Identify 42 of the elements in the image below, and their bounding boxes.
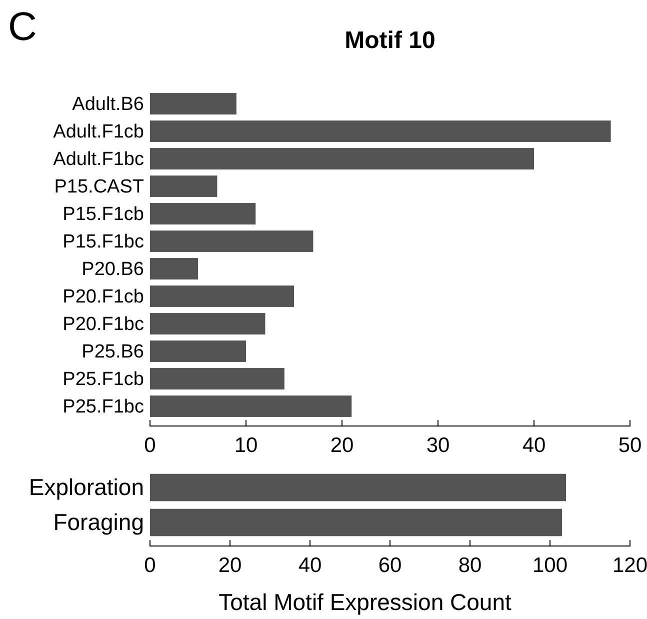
x-tick-label: 10 <box>234 434 258 458</box>
x-axis-title: Total Motif Expression Count <box>218 589 512 615</box>
x-tick-label: 20 <box>218 554 242 578</box>
y-tick-label: P20.F1bc <box>62 314 144 335</box>
bar <box>150 120 611 142</box>
bar <box>150 203 256 224</box>
y-tick-label: P25.F1bc <box>62 396 144 418</box>
x-tick-label: 40 <box>298 554 322 578</box>
x-tick-label: 100 <box>532 554 568 578</box>
y-tick-label: Adult.B6 <box>72 94 144 115</box>
y-tick-label: Foraging <box>53 508 144 535</box>
y-tick-label: Adult.F1cb <box>53 121 144 142</box>
x-tick-label: 20 <box>330 434 354 458</box>
x-tick-label: 0 <box>144 434 156 458</box>
y-tick-label: P15.F1bc <box>62 231 144 252</box>
bar <box>150 313 266 334</box>
y-tick-label: Adult.F1bc <box>53 148 144 170</box>
x-tick-label: 120 <box>612 554 647 578</box>
x-tick-label: 60 <box>378 554 402 578</box>
x-tick-label: 80 <box>458 554 482 578</box>
y-tick-label: P15.CAST <box>54 176 144 198</box>
y-tick-label: Exploration <box>28 474 144 500</box>
bar <box>150 148 534 170</box>
y-tick-label: P20.F1cb <box>62 286 144 308</box>
x-tick-label: 30 <box>426 434 450 458</box>
chart-title: Motif 10 <box>344 27 436 54</box>
bar <box>150 258 198 280</box>
bar <box>150 93 236 114</box>
y-tick-label: P15.F1cb <box>62 204 144 225</box>
bar <box>150 396 352 417</box>
y-tick-label: P25.B6 <box>82 341 144 362</box>
text: C <box>8 5 37 49</box>
y-tick-label: P25.F1cb <box>62 368 144 390</box>
x-tick-label: 40 <box>522 434 546 458</box>
x-tick-label: 50 <box>618 434 642 458</box>
bar <box>150 176 218 197</box>
bar <box>150 368 284 390</box>
bar <box>150 230 314 252</box>
x-tick-label: 0 <box>144 554 156 578</box>
bar <box>150 340 246 362</box>
bar <box>150 286 294 307</box>
y-tick-label: P20.B6 <box>82 258 144 280</box>
